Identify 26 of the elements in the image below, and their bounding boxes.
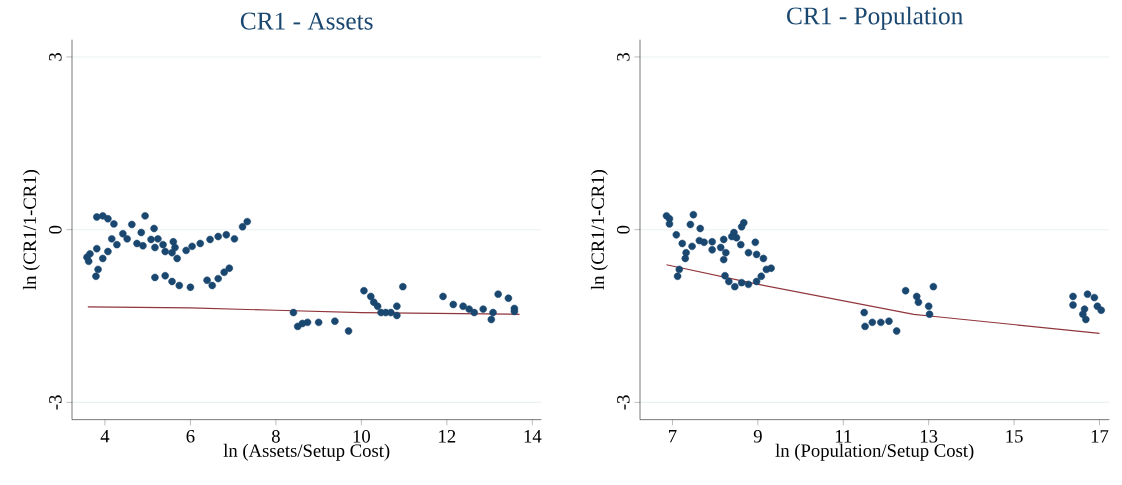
y-tick-label: -3 [49,395,62,410]
y-tick-label: 0 [49,225,62,234]
y-axis-title: ln (CR1/1-CR1) [22,170,40,290]
x-tick-label: 6 [186,430,195,443]
chart-title: CR1 - Population [787,6,963,30]
x-tick-label: 11 [835,430,852,443]
y-tick-label: 3 [49,52,62,61]
x-tick-label: 4 [100,430,110,443]
x-tick-label: 7 [669,430,677,443]
x-tick-label: 10 [353,430,370,443]
x-axis-title: ln (Assets/Setup Cost) [223,443,390,461]
chart-title: CR1 - Assets [240,12,373,30]
line-series [87,306,521,315]
x-axis-title: ln (Population/Setup Cost) [775,443,974,461]
y-tick-label: 3 [617,52,630,61]
x-tick-label: 15 [1006,430,1023,443]
line-series [665,264,1101,334]
x-tick-label: 12 [439,430,456,443]
x-tick-label: 14 [524,430,542,443]
y-tick-label: 0 [617,225,630,234]
y-tick-label: -3 [617,395,630,410]
x-tick-label: 8 [271,430,280,443]
x-tick-label: 17 [1091,430,1109,443]
x-tick-label: 9 [753,430,762,443]
x-tick-label: 13 [920,430,938,443]
y-axis-title: ln (CR1/1-CR1) [590,170,608,290]
